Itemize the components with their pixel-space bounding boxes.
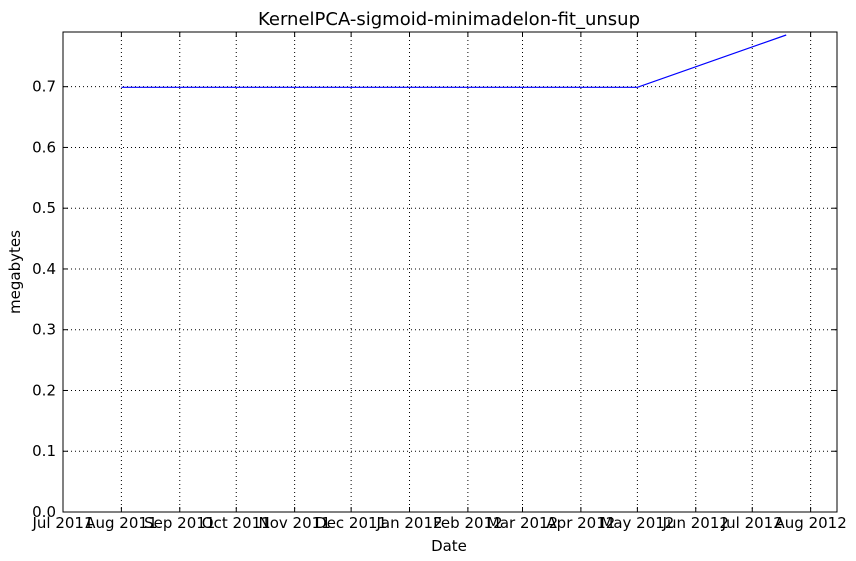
y-tick-label: 0.0 — [32, 503, 56, 521]
y-tick-label: 0.6 — [32, 138, 56, 156]
x-tick-label: Aug 2012 — [775, 514, 847, 532]
y-tick-label: 0.3 — [32, 321, 56, 339]
x-tick-label: Dec 2011 — [315, 514, 387, 532]
x-tick-label: Nov 2011 — [259, 514, 331, 532]
x-tick-label: May 2012 — [600, 514, 674, 532]
plot-frame — [62, 31, 838, 513]
y-tick-label: 0.7 — [32, 78, 56, 96]
x-tick-label: Jul 2012 — [721, 514, 783, 532]
x-tick-label: Mar 2012 — [487, 514, 558, 532]
y-tick-label: 0.2 — [32, 381, 56, 399]
series-line — [121, 34, 787, 88]
x-tick-label: Sep 2011 — [144, 514, 215, 532]
x-tick-label: Jan 2012 — [375, 514, 442, 532]
y-tick-label: 0.4 — [32, 260, 56, 278]
y-tick-label: 0.5 — [32, 199, 56, 217]
x-tick-label: Oct 2011 — [202, 514, 271, 532]
x-tick-label: Aug 2011 — [85, 514, 157, 532]
grid-lines — [63, 32, 837, 512]
y-axis-label: megabytes — [6, 230, 24, 314]
x-tick-label: Jul 2011 — [31, 514, 93, 532]
chart-title: KernelPCA-sigmoid-minimadelon-fit_unsup — [258, 9, 640, 30]
series-layer — [121, 34, 787, 88]
y-tick-label: 0.1 — [32, 442, 56, 460]
x-tick-label: Jun 2012 — [662, 514, 729, 532]
x-tick-label: Apr 2012 — [546, 514, 615, 532]
x-tick-label: Feb 2012 — [433, 514, 503, 532]
x-axis-label: Date — [431, 537, 467, 555]
y-axis: 0.0 0.1 0.2 0.3 0.4 0.5 0.6 0.7 — [32, 78, 837, 521]
